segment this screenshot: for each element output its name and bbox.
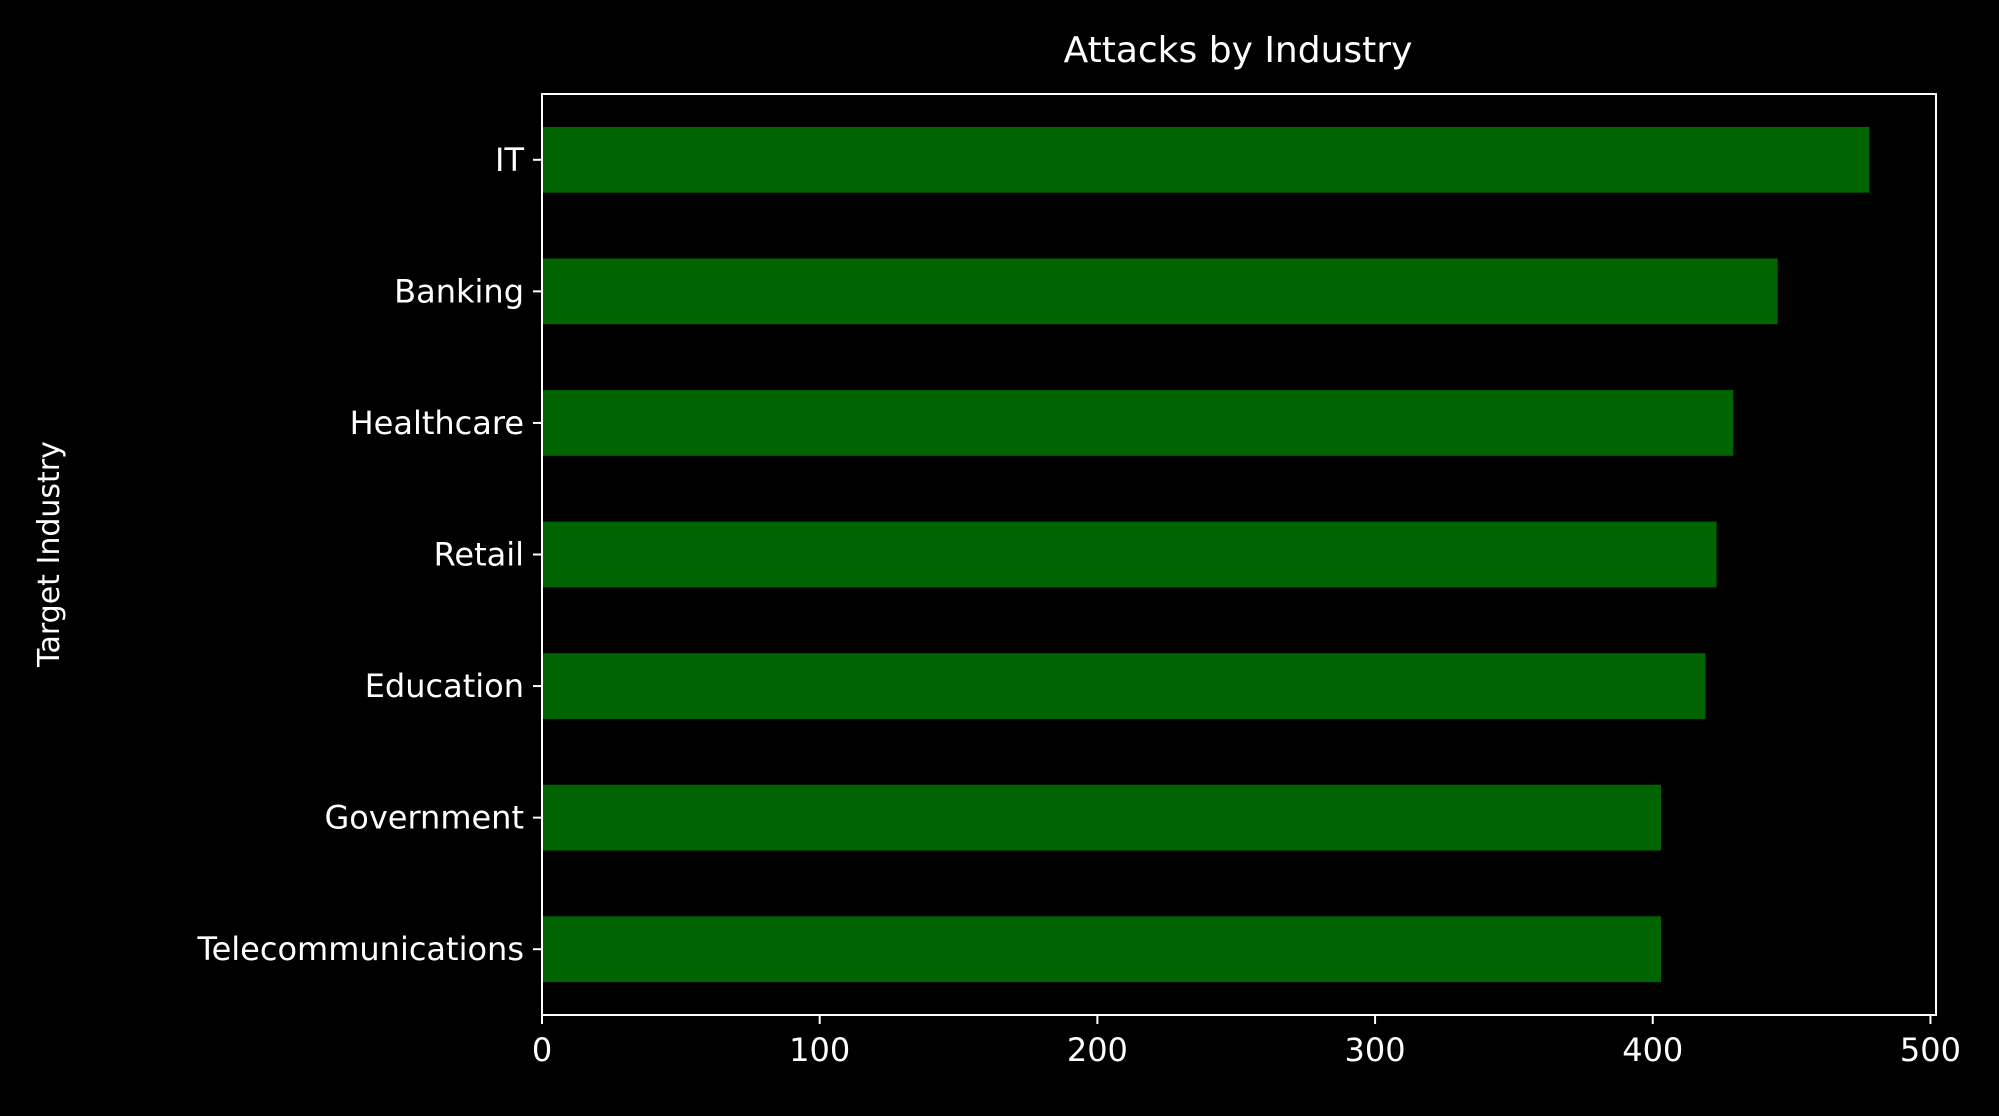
x-tick-label: 200	[1067, 1031, 1128, 1069]
chart-title: Attacks by Industry	[1064, 30, 1413, 71]
x-tick-label: 400	[1622, 1031, 1683, 1069]
bar-government	[542, 784, 1662, 851]
bar-retail	[542, 521, 1717, 588]
y-tick-label: Education	[365, 667, 524, 705]
y-tick-label: Telecommunications	[196, 930, 524, 968]
y-tick-label: Retail	[434, 536, 524, 574]
bar-it	[542, 126, 1870, 193]
x-ticks-group: 0 100 200 300 400 500	[532, 1015, 1961, 1069]
x-tick-label: 300	[1345, 1031, 1406, 1069]
y-tick-label: IT	[495, 141, 524, 179]
y-ticks-group: IT Banking Healthcare Retail Education Govern…	[196, 141, 542, 968]
x-tick-label: 0	[532, 1031, 552, 1069]
y-tick-label: Government	[324, 799, 524, 837]
y-tick-label: Banking	[394, 272, 524, 310]
plot-frame	[541, 93, 1937, 1016]
bar-education	[542, 653, 1706, 719]
bar-banking	[542, 258, 1778, 325]
x-tick-label: 500	[1900, 1031, 1961, 1069]
bar-telecommunications	[542, 916, 1662, 983]
x-tick-label: 100	[789, 1031, 850, 1069]
y-axis-label: Target Industry	[32, 441, 67, 668]
y-tick-label: Healthcare	[350, 404, 524, 442]
bars-group	[542, 126, 1870, 983]
bar-healthcare	[542, 390, 1734, 456]
